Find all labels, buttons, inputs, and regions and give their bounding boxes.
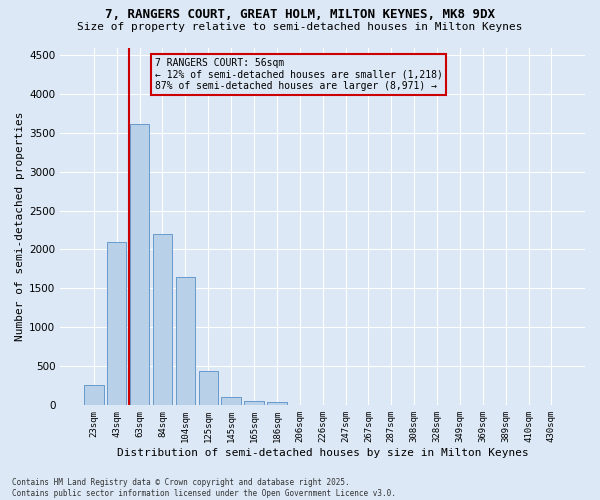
Bar <box>221 397 241 405</box>
Text: Contains HM Land Registry data © Crown copyright and database right 2025.
Contai: Contains HM Land Registry data © Crown c… <box>12 478 396 498</box>
Y-axis label: Number of semi-detached properties: Number of semi-detached properties <box>15 112 25 341</box>
Bar <box>176 278 195 405</box>
Text: 7, RANGERS COURT, GREAT HOLM, MILTON KEYNES, MK8 9DX: 7, RANGERS COURT, GREAT HOLM, MILTON KEY… <box>105 8 495 20</box>
Bar <box>199 370 218 405</box>
Bar <box>107 242 127 405</box>
Bar <box>130 124 149 405</box>
Bar <box>153 234 172 405</box>
Bar <box>244 400 264 405</box>
Bar <box>84 386 104 405</box>
Text: 7 RANGERS COURT: 56sqm
← 12% of semi-detached houses are smaller (1,218)
87% of : 7 RANGERS COURT: 56sqm ← 12% of semi-det… <box>155 58 443 92</box>
Bar <box>267 402 287 405</box>
Text: Size of property relative to semi-detached houses in Milton Keynes: Size of property relative to semi-detach… <box>77 22 523 32</box>
X-axis label: Distribution of semi-detached houses by size in Milton Keynes: Distribution of semi-detached houses by … <box>117 448 529 458</box>
